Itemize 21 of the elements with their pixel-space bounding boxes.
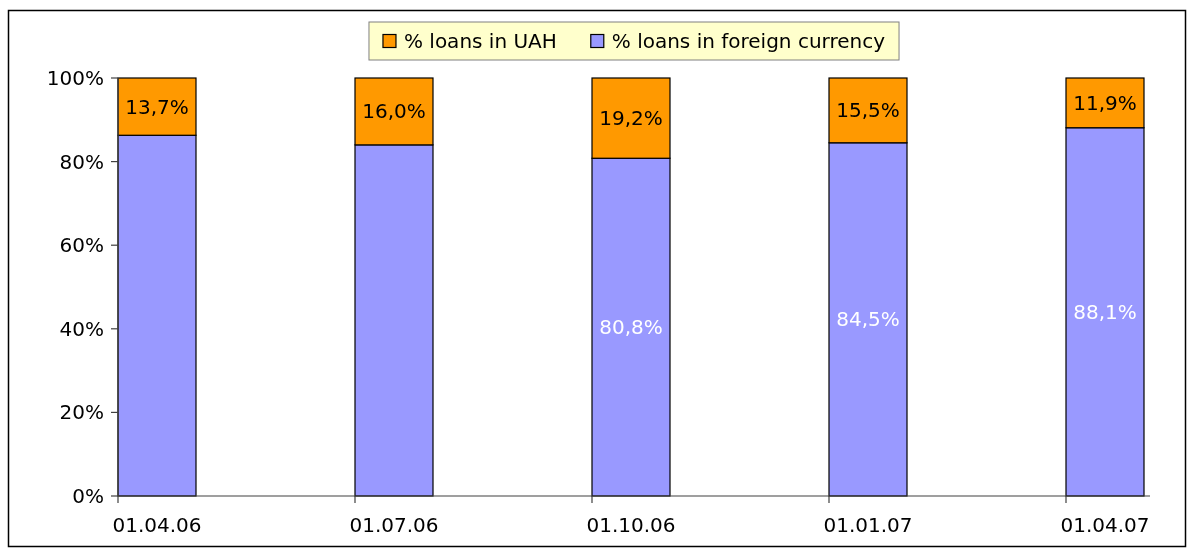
y-tick-label: 40% <box>59 316 104 341</box>
data-label: 11,9% <box>1073 90 1137 115</box>
legend-label: % loans in foreign currency <box>611 29 886 53</box>
data-label: 15,5% <box>836 98 900 123</box>
data-label: 80,8% <box>599 315 663 340</box>
x-tick-label: 01.01.07 <box>823 513 913 537</box>
y-tick-label: 100% <box>46 66 104 90</box>
y-tick-label: 60% <box>59 233 104 258</box>
data-label: 13,7% <box>125 94 189 119</box>
data-label: 84,5% <box>836 307 900 332</box>
y-tick-label: 20% <box>59 400 104 425</box>
x-tick-label: 01.04.07 <box>1060 513 1150 537</box>
data-label: 16,0% <box>362 99 426 124</box>
x-tick-label: 01.04.06 <box>112 513 202 537</box>
y-tick-label: 80% <box>59 149 104 174</box>
x-tick-label: 01.10.06 <box>586 513 676 537</box>
x-tick-label: 01.07.06 <box>349 513 439 537</box>
legend-label: % loans in UAH <box>403 29 557 53</box>
data-label: 88,1% <box>1073 299 1137 324</box>
data-label: 19,2% <box>599 106 663 131</box>
y-tick-label: 0% <box>72 484 104 508</box>
